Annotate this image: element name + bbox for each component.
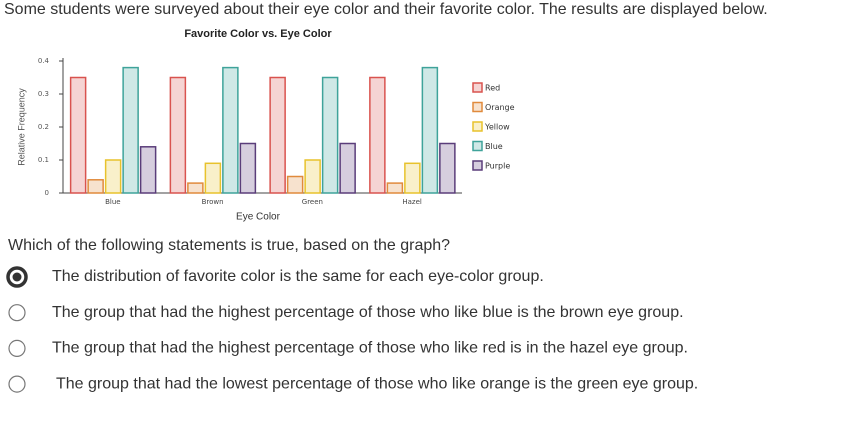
y-tick-label: 0.3 — [38, 90, 49, 98]
bar — [321, 76, 339, 194]
x-tick-label: Brown — [202, 198, 224, 206]
bar — [104, 159, 122, 194]
bar — [386, 182, 404, 194]
x-tick-label: Hazel — [402, 198, 422, 206]
legend-swatch — [472, 121, 483, 132]
legend-label: Purple — [485, 162, 510, 171]
option-text[interactable]: The group that had the highest percentag… — [52, 304, 684, 321]
option-text[interactable]: The distribution of favorite color is th… — [52, 268, 544, 285]
bar — [204, 162, 222, 194]
bar — [187, 182, 204, 194]
x-tick-label: Blue — [105, 198, 121, 206]
bar — [239, 142, 257, 194]
legend-label: Orange — [485, 103, 515, 112]
question-prompt: Which of the following statements is tru… — [8, 237, 450, 254]
bar — [404, 162, 421, 194]
bar — [439, 142, 456, 194]
bar — [421, 66, 439, 194]
option-text[interactable]: The group that had the highest percentag… — [52, 340, 688, 357]
legend-label: Blue — [485, 142, 503, 151]
x-axis-label: Eye Color — [236, 212, 281, 223]
legend-label: Red — [485, 84, 500, 93]
intro: Some students were surveyed about their … — [4, 1, 768, 18]
y-tick-label: 0 — [45, 189, 49, 197]
radio[interactable] — [8, 304, 26, 322]
bar — [87, 179, 104, 194]
bar — [269, 76, 286, 194]
bar — [69, 76, 87, 194]
legend-swatch — [472, 140, 483, 152]
legend-label: Yellow — [484, 123, 510, 132]
y-axis-label: Relative Frequency — [16, 88, 26, 166]
radio[interactable] — [8, 339, 26, 357]
legend-swatch — [472, 101, 483, 113]
bar — [304, 159, 321, 194]
y-tick-label: 0.2 — [38, 123, 49, 131]
option-text[interactable]: The group that had the lowest percentage… — [56, 375, 698, 392]
bar — [122, 66, 139, 194]
radio-dot — [12, 272, 22, 282]
y-tick-label: 0.1 — [38, 156, 49, 164]
bar — [369, 76, 386, 194]
bar — [339, 142, 356, 194]
bar — [139, 146, 157, 194]
bar — [169, 76, 187, 194]
radio[interactable] — [8, 375, 26, 393]
y-tick-label: 0.4 — [38, 57, 50, 65]
legend-swatch — [472, 160, 483, 171]
bar — [222, 66, 239, 194]
chart-title: Favorite Color vs. Eye Color — [184, 28, 332, 40]
bar — [286, 175, 304, 194]
legend-swatch — [472, 82, 483, 93]
x-tick-label: Green — [302, 198, 323, 206]
